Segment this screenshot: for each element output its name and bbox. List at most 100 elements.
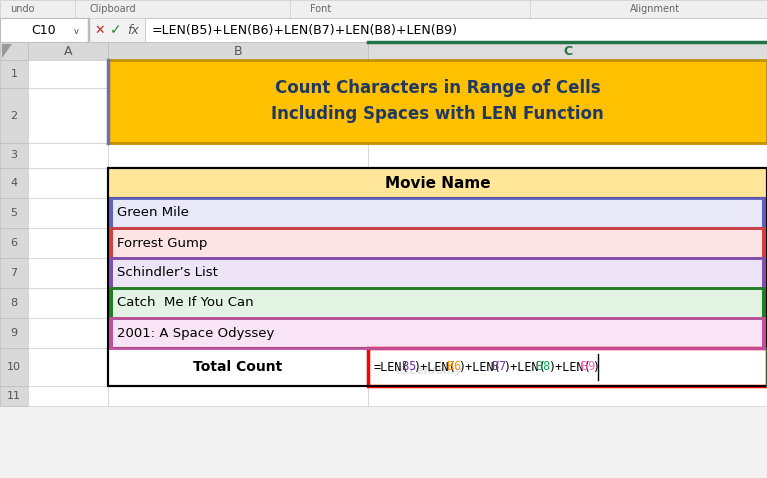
Bar (108, 288, 113, 318)
Text: 4: 4 (11, 178, 18, 188)
Bar (28, 228, 108, 258)
Text: B: B (234, 44, 242, 57)
Bar (368, 143, 767, 168)
Bar (762, 228, 767, 258)
Text: Font: Font (310, 4, 331, 14)
Bar (108, 318, 113, 348)
Bar (108, 348, 368, 386)
Bar (108, 348, 368, 386)
Bar (108, 228, 113, 258)
Text: 9: 9 (11, 328, 18, 338)
Bar (762, 258, 767, 288)
Text: 11: 11 (7, 391, 21, 401)
Text: 10: 10 (7, 362, 21, 372)
Text: Clipboard: Clipboard (90, 4, 137, 14)
Text: 6: 6 (11, 238, 18, 248)
Text: 8: 8 (11, 298, 18, 308)
Text: fx: fx (127, 23, 139, 36)
Bar (368, 42, 767, 60)
Bar (28, 168, 108, 198)
Text: ): ) (592, 360, 600, 373)
Text: ✓: ✓ (110, 23, 122, 37)
Bar (368, 258, 767, 288)
Bar (0, 228, 28, 258)
Text: B8: B8 (536, 360, 551, 373)
Bar (108, 258, 368, 288)
Text: C10: C10 (31, 23, 56, 36)
Bar (28, 386, 108, 406)
Bar (368, 228, 767, 258)
Text: B5: B5 (402, 360, 416, 373)
Text: Count Characters in Range of Cells: Count Characters in Range of Cells (275, 78, 601, 97)
Text: Including Spaces with LEN Function: Including Spaces with LEN Function (271, 105, 604, 122)
Bar (108, 198, 368, 228)
Bar (762, 318, 767, 348)
Bar (28, 198, 108, 228)
Text: Forrest Gump: Forrest Gump (117, 237, 207, 250)
Bar (108, 168, 368, 198)
Bar (368, 88, 767, 143)
Text: B6: B6 (447, 360, 461, 373)
Bar (108, 318, 767, 348)
Text: Schindler’s List: Schindler’s List (117, 267, 218, 280)
Bar (0, 0, 767, 18)
Bar (108, 386, 368, 406)
Bar (0, 288, 28, 318)
Bar (368, 318, 767, 348)
Bar (28, 318, 108, 348)
Text: 1: 1 (11, 69, 18, 79)
Text: 3: 3 (11, 151, 18, 161)
Bar (28, 143, 108, 168)
Bar (145, 18, 767, 42)
Text: )+LEN(: )+LEN( (458, 360, 501, 373)
Bar (0, 198, 28, 228)
Text: undo: undo (10, 4, 35, 14)
Bar (108, 143, 368, 168)
Text: 2: 2 (11, 110, 18, 120)
Text: v: v (74, 26, 78, 35)
Bar (108, 288, 368, 318)
Bar (108, 258, 113, 288)
Bar (0, 386, 28, 406)
Text: ✕: ✕ (95, 23, 105, 36)
Bar (0, 258, 28, 288)
Bar (28, 60, 108, 88)
Bar (0, 348, 28, 386)
Text: 5: 5 (11, 208, 18, 218)
Bar (108, 258, 767, 288)
Bar (108, 318, 368, 348)
Bar (28, 288, 108, 318)
Text: Total Count: Total Count (193, 360, 282, 374)
Bar (108, 198, 767, 228)
Bar (108, 60, 368, 88)
Text: 2001: A Space Odyssey: 2001: A Space Odyssey (117, 326, 275, 339)
Bar (0, 318, 28, 348)
Bar (368, 198, 767, 228)
Bar (0, 88, 28, 143)
Bar (108, 88, 368, 143)
Text: )+LEN(: )+LEN( (503, 360, 545, 373)
Bar (0, 168, 28, 198)
Text: Green Mile: Green Mile (117, 206, 189, 219)
Bar (108, 168, 767, 198)
Text: =LEN(: =LEN( (374, 360, 410, 373)
Bar (28, 258, 108, 288)
Bar (0, 143, 28, 168)
Bar (368, 386, 767, 406)
Bar (108, 168, 767, 386)
Text: Alignment: Alignment (630, 4, 680, 14)
Bar (368, 348, 767, 386)
Bar (0, 42, 28, 60)
Bar (368, 168, 767, 198)
Bar (108, 228, 767, 258)
Bar (88, 18, 89, 42)
Text: =LEN(B5)+LEN(B6)+LEN(B7)+LEN(B8)+LEN(B9): =LEN(B5)+LEN(B6)+LEN(B7)+LEN(B8)+LEN(B9) (152, 23, 458, 36)
Bar (762, 288, 767, 318)
Bar (0, 18, 767, 42)
Bar (0, 18, 88, 42)
Bar (108, 60, 767, 143)
Text: Movie Name: Movie Name (385, 175, 490, 191)
Bar (0, 60, 28, 88)
Text: )+LEN(: )+LEN( (413, 360, 456, 373)
Bar (368, 60, 767, 88)
